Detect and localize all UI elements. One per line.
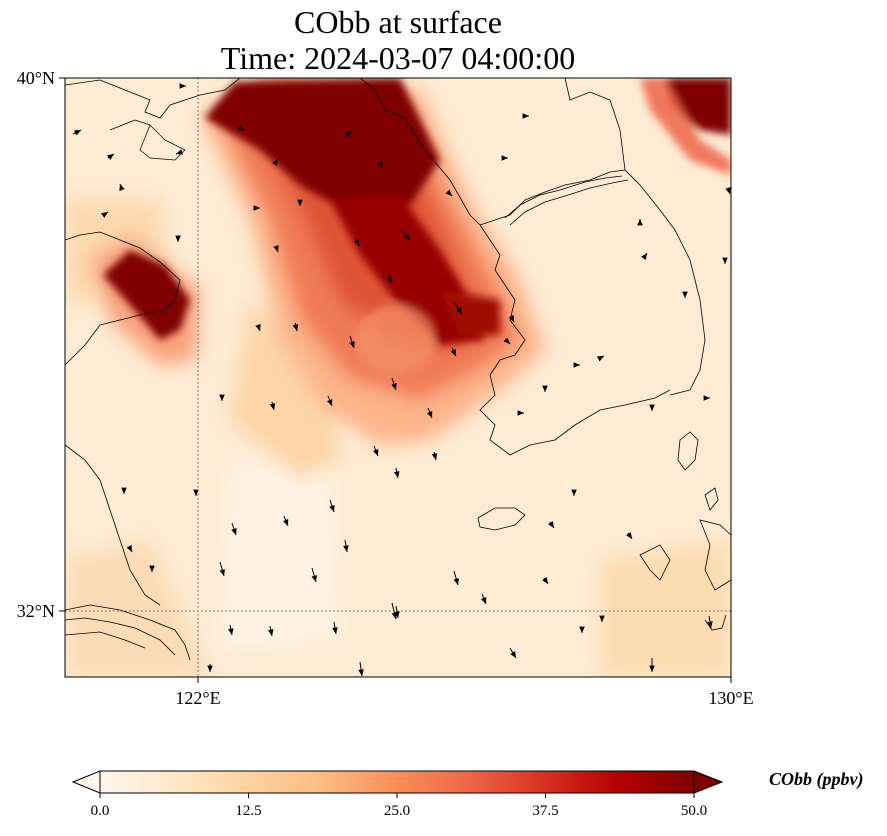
wind-arrow-head [101,212,108,218]
wind-arrow-head [267,629,274,636]
wind-arrow-head [273,245,279,252]
wind-arrow-head [637,219,643,226]
wind-arrow-head [548,521,554,528]
wind-arrow-head [349,341,355,348]
colorbar-tick-label: 0.0 [91,803,110,819]
wind-arrow-head [427,411,433,418]
wind-arrow-head [327,399,333,406]
x-tick-label-122e: 122°E [175,688,220,708]
colorbar-ticks [99,793,695,798]
wind-arrow-head [373,449,379,456]
wind-arrow-head [311,575,317,582]
wind-arrow-head [179,83,186,89]
coastlines [65,78,731,661]
wind-arrow-head [682,291,688,298]
wind-arrow-head [453,578,459,585]
wind-arrow-head [393,471,400,478]
wind-arrow-head [542,577,548,584]
wind-arrow-head [377,161,383,168]
wind-arrow-head [391,383,397,390]
wind-arrow-head [508,315,514,322]
colorbar-tick-label: 25.0 [384,803,410,819]
wind-arrow-head [237,124,244,130]
wind-arrow-head [456,307,462,314]
wind-arrow-head [193,489,199,496]
wind-arrow-head [231,528,237,535]
wind-arrow-head [431,453,438,460]
colorbar-tick-label: 12.5 [235,803,261,819]
wind-arrow-head [394,611,400,618]
colorbar-label: CObb (ppbv) [769,769,864,789]
wind-arrow-head [358,669,364,676]
wind-arrow-head [599,615,605,622]
wind-arrow-head [343,545,349,552]
gridlines [65,78,731,677]
wind-arrow-head [149,565,155,572]
wind-arrow-head [403,233,410,240]
wind-arrow-head [573,362,580,368]
map-frame [64,77,732,678]
y-tick-label-32n: 32°N [17,601,55,621]
wind-arrow-head [445,189,452,196]
colorbar-tick-label: 50.0 [681,803,707,819]
wind-arrow-head [253,205,260,211]
wind-arrow-head [255,324,261,331]
wind-arrow-head [207,665,213,672]
wind-arrow-head [481,597,487,604]
wind-arrow-head [119,184,125,191]
wind-arrow-head [501,155,508,161]
wind-arrow-head [269,403,276,410]
colorbar-extend-max [693,770,724,794]
wind-arrow-head [297,199,303,206]
wind-arrow-head [74,130,81,136]
wind-arrow-head [571,489,577,496]
cobb-concentration-field [65,78,731,677]
wind-arrow-head [703,395,710,401]
colorbar-extend-min [71,770,101,794]
wind-arrow-head [219,569,225,576]
y-tick-label-40n: 40°N [17,68,55,88]
wind-arrow-head [626,532,632,539]
map-title: CObb at surface [294,4,502,40]
wind-arrow-head [332,627,338,634]
colorbar-tick-label: 37.5 [532,803,558,819]
wind-arrow-head [283,519,289,526]
wind-arrow-head [126,545,132,552]
wind-arrow-head [292,324,299,331]
wind-vectors [72,83,731,677]
colorbar: 0.0 12.5 25.0 37.5 50.0 [71,770,724,819]
wind-arrow-head [722,257,728,264]
wind-arrow-head [707,621,713,628]
wind-arrow-head [522,113,529,119]
axis-ticks [59,77,732,683]
wind-arrow-head [121,487,127,494]
wind-arrow-head [517,410,524,416]
wind-arrow-head [649,404,655,411]
wind-arrow-head [176,149,183,155]
wind-arrow-head [503,337,510,344]
wind-arrow-head [107,154,114,160]
wind-arrow-head [542,385,548,392]
wind-arrow-head [272,159,278,166]
wind-arrow-head [227,628,234,635]
wind-arrow-head [649,665,655,672]
wind-arrow-head [175,235,181,242]
wind-arrow-head [597,356,604,362]
x-tick-label-130e: 130°E [708,688,753,708]
wind-arrow-head [725,187,731,194]
wind-arrow-head [450,349,456,356]
wind-arrow-head [510,651,516,658]
wind-arrow-head [387,277,393,284]
wind-arrow-head [344,131,351,138]
colorbar-gradient [99,770,695,794]
wind-arrow-head [329,505,335,512]
wind-arrow-head [353,239,359,246]
wind-arrow-head [641,253,647,260]
wind-arrow-head [219,394,225,401]
map-subtitle: Time: 2024-03-07 04:00:00 [220,40,576,76]
wind-arrow-head [579,626,585,633]
